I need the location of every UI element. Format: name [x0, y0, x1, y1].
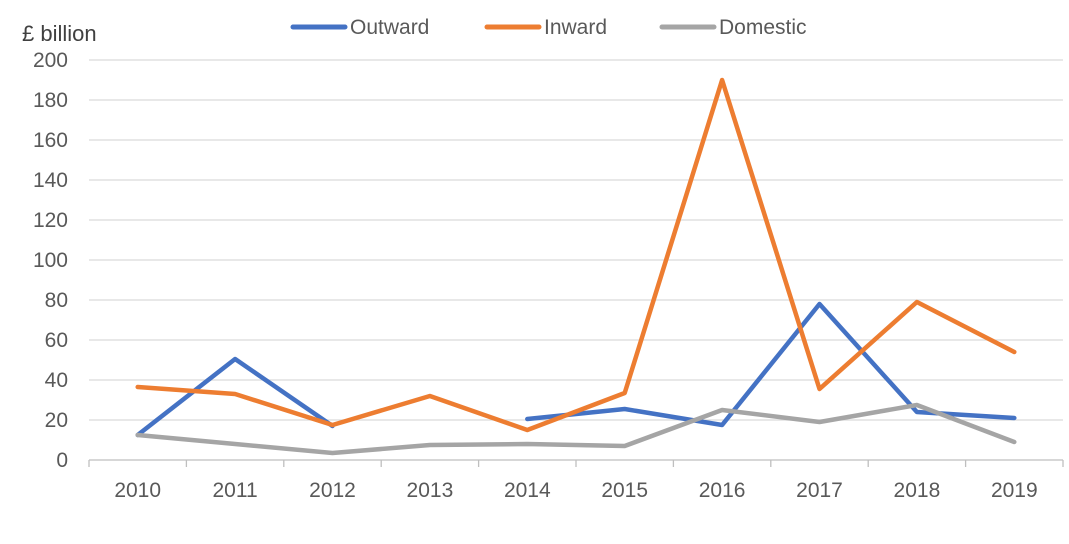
y-tick-label: 80 [45, 289, 68, 312]
series-line-inward [135, 77, 1017, 433]
y-tick-label: 40 [45, 369, 68, 392]
x-tick-label: 2011 [213, 479, 258, 502]
y-tick-label: 140 [33, 169, 68, 192]
series-line-domestic [135, 402, 1017, 456]
series-line-outward [135, 356, 335, 438]
x-tick-label: 2013 [407, 479, 454, 502]
y-tick-label: 200 [33, 49, 68, 72]
legend-label-inward: Inward [544, 16, 607, 39]
x-tick-label: 2019 [991, 479, 1038, 502]
x-tick-label: 2015 [601, 479, 648, 502]
legend-label-outward: Outward [350, 16, 429, 39]
series-lines [135, 77, 1017, 456]
legend: Outward Inward Domestic [290, 16, 807, 39]
y-tick-label: 120 [33, 209, 68, 232]
x-tick-label: 2010 [114, 479, 161, 502]
series-domestic [135, 402, 1017, 456]
x-tick-label: 2014 [504, 479, 551, 502]
gridlines [89, 59, 1063, 421]
y-tick-label: 20 [45, 409, 68, 432]
y-axis-unit-label: £ billion [22, 21, 97, 46]
legend-label-domestic: Domestic [719, 16, 807, 39]
series-line-outward [525, 301, 1017, 428]
x-tick-label: 2018 [894, 479, 941, 502]
y-tick-label: 0 [56, 449, 68, 472]
y-tick-label: 60 [45, 329, 68, 352]
x-tick-label: 2016 [699, 479, 746, 502]
x-tick-label: 2012 [309, 479, 356, 502]
y-axis-ticks: 0 20 40 60 80 100 120 140 160 180 200 [33, 49, 68, 472]
x-axis-ticks: 2010 2011 2012 2013 2014 2015 2016 2017 2018 2019 [88, 459, 1064, 502]
y-tick-label: 100 [33, 249, 68, 272]
series-outward [135, 301, 1017, 438]
y-tick-label: 180 [33, 89, 68, 112]
x-tick-label: 2017 [796, 479, 843, 502]
y-tick-label: 160 [33, 129, 68, 152]
series-inward [135, 77, 1017, 433]
